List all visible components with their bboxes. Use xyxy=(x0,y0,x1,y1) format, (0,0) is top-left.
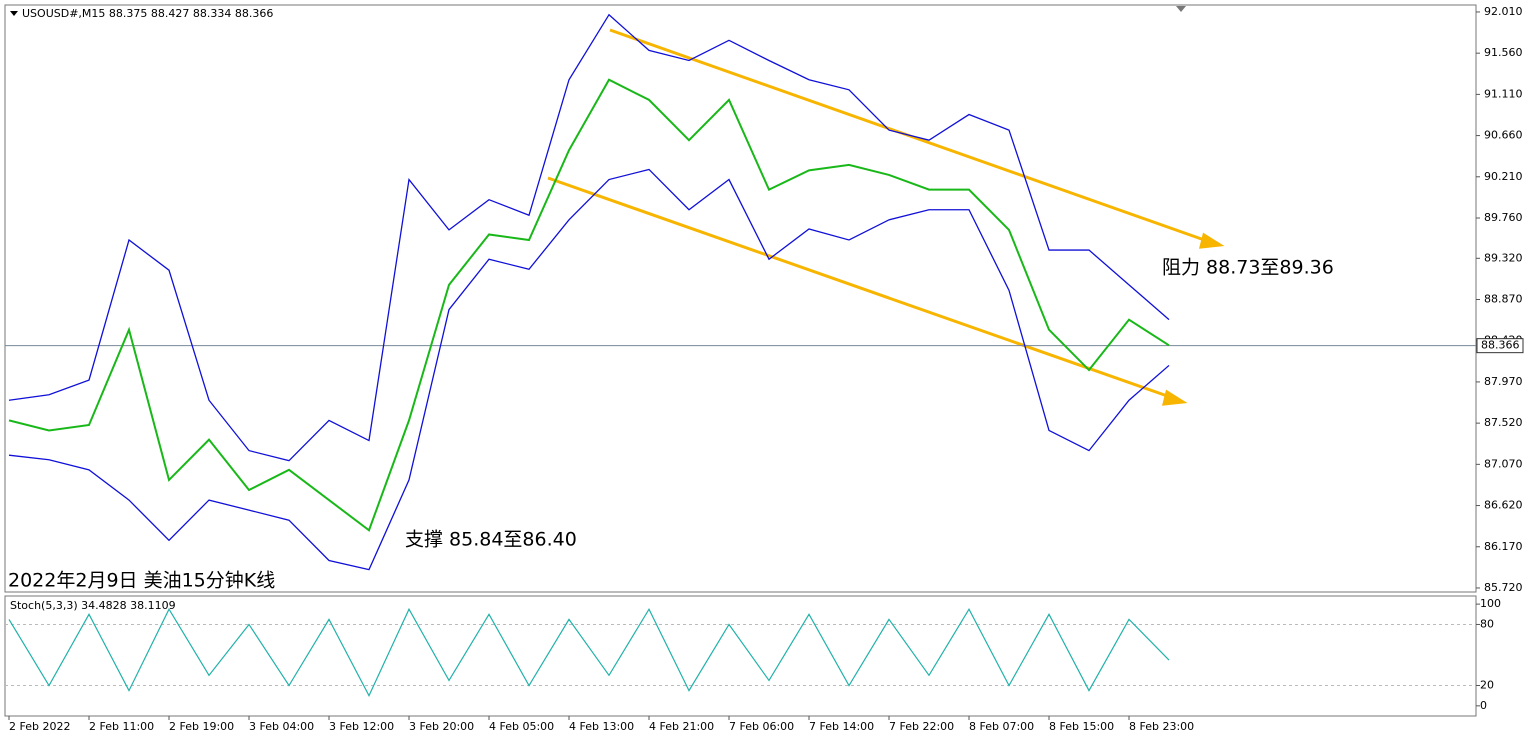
x-tick-label: 3 Feb 12:00 xyxy=(329,720,394,733)
stoch-panel xyxy=(4,595,1477,717)
y-tick-label: 87.520 xyxy=(1484,416,1523,429)
chart-title: 2022年2月9日 美油15分钟K线 xyxy=(8,570,275,592)
y-tick-label: 80 xyxy=(1480,617,1494,630)
series-line xyxy=(8,607,1170,698)
y-tick-label: 91.110 xyxy=(1484,87,1523,100)
y-tick-label: 90.660 xyxy=(1484,129,1523,142)
x-tick-label: 7 Feb 06:00 xyxy=(729,720,794,733)
y-tick-label: 89.760 xyxy=(1484,211,1523,224)
x-tick-label: 4 Feb 05:00 xyxy=(489,720,554,733)
price-tag xyxy=(1476,338,1524,354)
y-tick-label: 86.170 xyxy=(1484,540,1523,553)
x-tick-label: 3 Feb 20:00 xyxy=(409,720,474,733)
x-tick-label: 2 Feb 11:00 xyxy=(89,720,154,733)
y-tick-label: 88.870 xyxy=(1484,293,1523,306)
x-tick-label: 4 Feb 13:00 xyxy=(569,720,634,733)
y-tick-label: 90.210 xyxy=(1484,170,1523,183)
y-tick-label: 85.720 xyxy=(1484,581,1523,594)
series-line xyxy=(8,78,1170,532)
channel-line xyxy=(547,176,1174,400)
y-tick-label: 89.320 xyxy=(1484,251,1523,264)
x-tick-label: 3 Feb 04:00 xyxy=(249,720,314,733)
x-tick-label: 2 Feb 2022 xyxy=(9,720,70,733)
x-tick-label: 8 Feb 23:00 xyxy=(1129,720,1194,733)
main-panel xyxy=(4,4,1477,593)
header: USOUSD#,M15 88.375 88.427 88.334 88.366 xyxy=(22,7,273,20)
x-tick-label: 8 Feb 07:00 xyxy=(969,720,1034,733)
y-tick-label: 100 xyxy=(1480,597,1501,610)
series-line xyxy=(8,168,1170,571)
annotation: 支撑 85.84至86.40 xyxy=(405,529,577,551)
x-tick-label: 7 Feb 14:00 xyxy=(809,720,874,733)
y-tick-label: 20 xyxy=(1480,679,1494,692)
y-tick-label: 0 xyxy=(1480,699,1487,712)
y-tick-label: 86.620 xyxy=(1484,499,1523,512)
y-tick-label: 87.970 xyxy=(1484,375,1523,388)
arrow-head xyxy=(1162,389,1188,406)
x-tick-label: 8 Feb 15:00 xyxy=(1049,720,1114,733)
y-tick-label: 87.070 xyxy=(1484,457,1523,470)
x-tick-label: 2 Feb 19:00 xyxy=(169,720,234,733)
y-tick-label: 92.010 xyxy=(1484,5,1523,18)
shift-marker xyxy=(1176,6,1186,12)
price-label: 88.366 xyxy=(1481,339,1520,352)
series-line xyxy=(8,13,1170,462)
y-tick-label: 91.560 xyxy=(1484,46,1523,59)
x-tick-label: 7 Feb 22:00 xyxy=(889,720,954,733)
symbol-marker xyxy=(10,11,18,16)
annotation: 阻力 88.73至89.36 xyxy=(1162,257,1334,279)
arrow-head xyxy=(1199,232,1225,249)
stoch-label: Stoch(5,3,3) 34.4828 38.1109 xyxy=(10,599,176,612)
x-tick-label: 4 Feb 21:00 xyxy=(649,720,714,733)
